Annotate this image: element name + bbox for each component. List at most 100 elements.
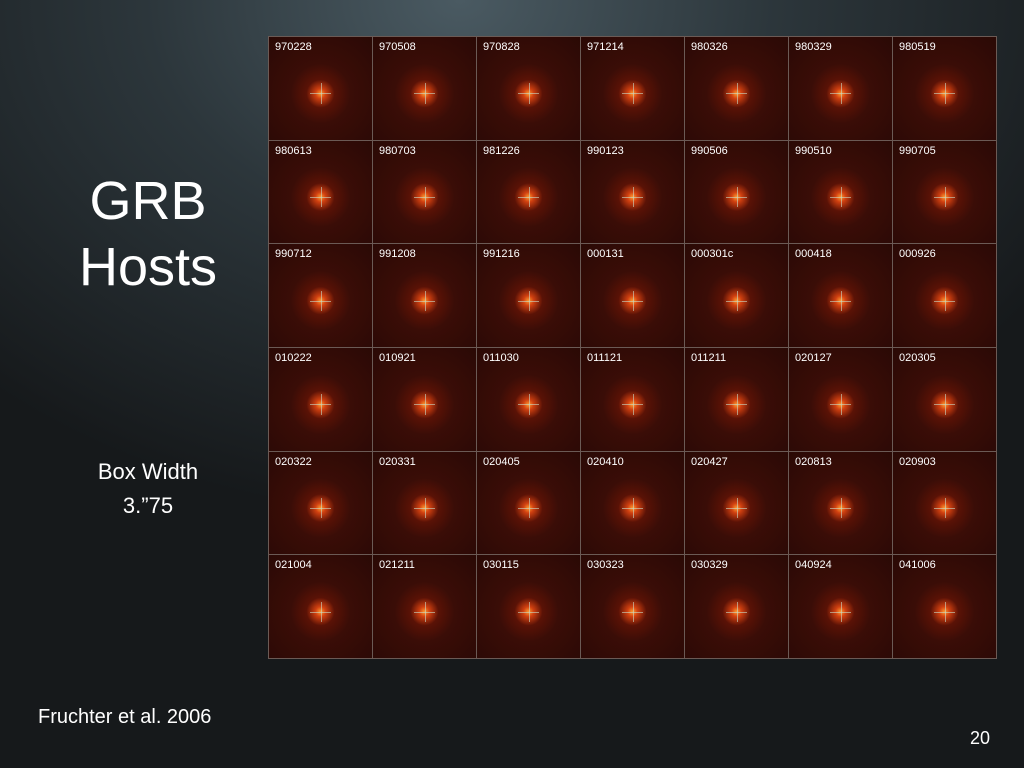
- crosshair: [320, 394, 322, 415]
- host-image: 020331: [373, 451, 476, 555]
- host-image: 971214: [581, 37, 684, 140]
- crosshair: [840, 601, 842, 623]
- crosshair: [840, 497, 842, 519]
- crosshair: [726, 404, 747, 406]
- crosshair: [622, 611, 643, 613]
- crosshair: [944, 497, 946, 519]
- host-image: 990712: [269, 244, 372, 347]
- host-image: 030115: [477, 555, 580, 658]
- host-label: 991216: [483, 248, 520, 261]
- crosshair: [944, 394, 946, 415]
- crosshair: [528, 394, 530, 415]
- host-image: 020405: [477, 451, 580, 555]
- host-image: 011121: [581, 347, 684, 451]
- crosshair: [310, 611, 331, 613]
- host-image: 020322: [269, 451, 372, 555]
- crosshair: [632, 394, 634, 415]
- host-label: 990712: [275, 248, 312, 261]
- host-image: 970228: [269, 37, 372, 140]
- crosshair: [424, 83, 426, 104]
- crosshair: [934, 404, 955, 406]
- host-label: 010921: [379, 351, 416, 364]
- host-label: 011211: [691, 351, 727, 364]
- host-image: 011030: [477, 347, 580, 451]
- host-label: 030115: [483, 559, 519, 572]
- host-label: 020427: [691, 455, 728, 468]
- host-label: 990705: [899, 144, 936, 157]
- note-line: 3.”75: [122, 493, 174, 518]
- crosshair: [840, 83, 842, 104]
- host-image: 990705: [893, 140, 996, 244]
- crosshair: [518, 404, 539, 406]
- crosshair: [414, 300, 435, 302]
- host-label: 030329: [691, 559, 728, 572]
- crosshair: [518, 611, 539, 613]
- host-image: 981226: [477, 140, 580, 244]
- crosshair: [414, 93, 435, 95]
- crosshair: [424, 394, 426, 415]
- host-image: 000418: [789, 244, 892, 347]
- crosshair: [726, 300, 747, 302]
- crosshair: [840, 290, 842, 312]
- crosshair: [830, 508, 851, 510]
- page-number: 20: [969, 728, 990, 748]
- host-image: 010921: [373, 347, 476, 451]
- crosshair: [622, 93, 643, 95]
- crosshair: [622, 508, 643, 510]
- crosshair: [622, 404, 643, 406]
- host-image: 980519: [893, 37, 996, 140]
- host-label: 000131: [587, 248, 624, 261]
- crosshair: [632, 497, 634, 519]
- host-label: 020405: [483, 455, 520, 468]
- host-label: 000301c: [691, 248, 734, 261]
- crosshair: [310, 197, 331, 199]
- crosshair: [310, 300, 331, 302]
- host-image: 030323: [581, 555, 684, 658]
- host-image: 000301c: [685, 244, 788, 347]
- crosshair: [528, 290, 530, 312]
- crosshair: [424, 290, 426, 312]
- title: GRB Hosts: [0, 168, 298, 300]
- crosshair: [632, 601, 634, 623]
- host-label: 980613: [275, 144, 312, 157]
- crosshair: [528, 601, 530, 623]
- host-label: 970228: [275, 41, 312, 53]
- title-line: GRB: [89, 171, 207, 231]
- host-image: 020305: [893, 347, 996, 451]
- host-label: 020322: [275, 455, 312, 468]
- host-image: 021004: [269, 555, 372, 658]
- crosshair: [726, 611, 747, 613]
- host-label: 000418: [795, 248, 832, 261]
- host-label: 021211: [379, 559, 415, 572]
- crosshair: [310, 404, 331, 406]
- host-image: 970508: [373, 37, 476, 140]
- host-image: 010222: [269, 347, 372, 451]
- crosshair: [830, 611, 851, 613]
- crosshair: [528, 83, 530, 104]
- host-label: 010222: [275, 351, 312, 364]
- crosshair: [622, 197, 643, 199]
- crosshair: [840, 394, 842, 415]
- host-image: 990510: [789, 140, 892, 244]
- crosshair: [830, 197, 851, 199]
- host-label: 020305: [899, 351, 936, 364]
- host-label: 030323: [587, 559, 624, 572]
- crosshair: [424, 601, 426, 623]
- host-label: 990123: [587, 144, 624, 157]
- crosshair: [934, 197, 955, 199]
- host-image: 991208: [373, 244, 476, 347]
- host-label: 000926: [899, 248, 936, 261]
- crosshair: [320, 601, 322, 623]
- host-label: 011030: [483, 351, 519, 364]
- host-label: 020410: [587, 455, 624, 468]
- host-image: 991216: [477, 244, 580, 347]
- crosshair: [424, 186, 426, 208]
- host-image: 980613: [269, 140, 372, 244]
- host-label: 040924: [795, 559, 832, 572]
- host-label: 970508: [379, 41, 416, 53]
- crosshair: [622, 300, 643, 302]
- host-label: 020331: [379, 455, 416, 468]
- host-grid: 970228 970508 970828 971214 980326 980329 9805…: [268, 36, 997, 659]
- crosshair: [944, 290, 946, 312]
